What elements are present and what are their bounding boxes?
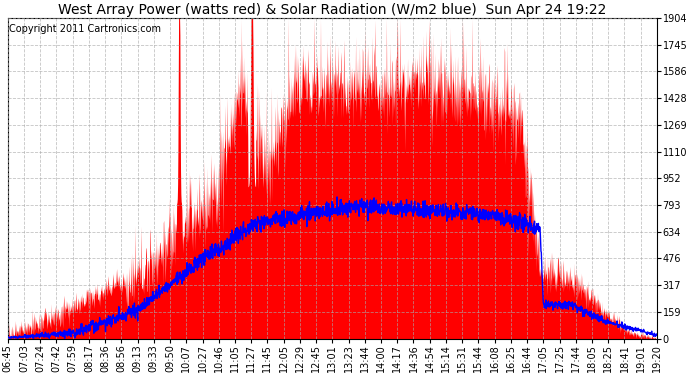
Title: West Array Power (watts red) & Solar Radiation (W/m2 blue)  Sun Apr 24 19:22: West Array Power (watts red) & Solar Rad… xyxy=(58,3,607,17)
Text: Copyright 2011 Cartronics.com: Copyright 2011 Cartronics.com xyxy=(9,24,161,34)
